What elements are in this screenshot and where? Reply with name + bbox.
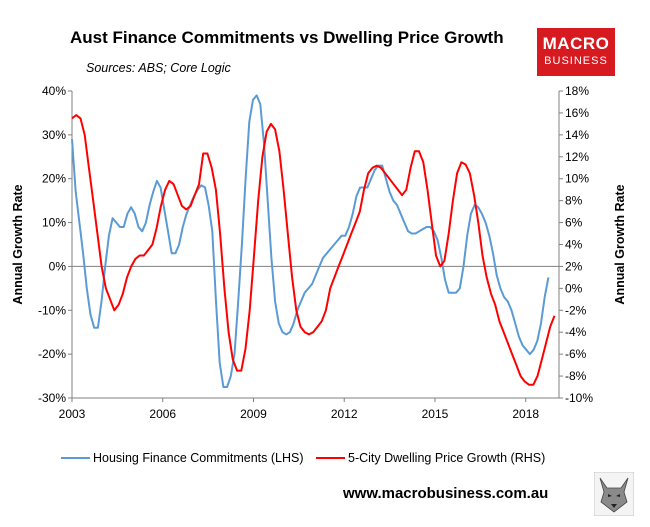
- right-axis-title: Annual Growth Rate: [613, 184, 627, 304]
- right-tick-label: -2%: [565, 303, 587, 317]
- right-tick-label: -6%: [565, 347, 587, 361]
- right-tick-label: 14%: [565, 128, 589, 142]
- left-tick-label: 20%: [42, 172, 66, 186]
- macrobusiness-logo: MACRO BUSINESS: [537, 28, 615, 76]
- x-tick-label: 2009: [240, 407, 267, 421]
- left-tick-label: 10%: [42, 216, 66, 230]
- legend-label-housing-finance: Housing Finance Commitments (LHS): [93, 451, 304, 465]
- x-tick-label: 2018: [512, 407, 539, 421]
- plot-area: [71, 91, 560, 399]
- series-lines: [71, 94, 556, 388]
- footer-url: www.macrobusiness.com.au: [343, 485, 549, 502]
- left-tick-label: 0%: [49, 259, 67, 273]
- right-tick-label: 8%: [565, 194, 583, 208]
- right-tick-label: 12%: [565, 150, 589, 164]
- x-tick-label: 2006: [149, 407, 176, 421]
- left-axis-ticks: 40% 30% 20% 10% 0% -10% -20% -30%: [38, 84, 72, 405]
- left-tick-label: 40%: [42, 84, 66, 98]
- right-tick-label: -10%: [565, 391, 593, 405]
- right-tick-label: 18%: [565, 84, 589, 98]
- right-tick-label: 0%: [565, 281, 583, 295]
- chart-legend: Housing Finance Commitments (LHS) 5-City…: [61, 451, 545, 465]
- right-tick-label: -8%: [565, 369, 587, 383]
- left-tick-label: -20%: [38, 347, 66, 361]
- series-line-housing-finance: [71, 94, 550, 388]
- x-tick-label: 2012: [331, 407, 358, 421]
- chart-subtitle: Sources: ABS; Core Logic: [86, 61, 231, 75]
- x-axis-ticks: 2003 2006 2009 2012 2015 2018: [59, 398, 539, 421]
- logo-line-2: BUSINESS: [544, 55, 608, 67]
- right-axis-ticks: 18% 16% 14% 12% 10% 8% 6% 4% 2% 0% -2% -4% -6% -8% -10…: [559, 84, 593, 405]
- chart-title: Aust Finance Commitments vs Dwelling Pri…: [70, 28, 504, 47]
- legend-label-dwelling-price: 5-City Dwelling Price Growth (RHS): [348, 451, 545, 465]
- right-tick-label: 4%: [565, 238, 583, 252]
- right-tick-label: 6%: [565, 216, 583, 230]
- wolf-logo-icon: [594, 472, 634, 516]
- left-tick-label: 30%: [42, 128, 66, 142]
- left-axis-title: Annual Growth Rate: [11, 184, 25, 304]
- right-tick-label: 10%: [565, 172, 589, 186]
- right-tick-label: 16%: [565, 106, 589, 120]
- right-tick-label: 2%: [565, 259, 583, 273]
- right-tick-label: -4%: [565, 325, 587, 339]
- x-tick-label: 2015: [422, 407, 449, 421]
- series-line-dwelling-price: [71, 114, 556, 386]
- x-tick-label: 2003: [59, 407, 86, 421]
- left-tick-label: -10%: [38, 303, 66, 317]
- logo-line-1: MACRO: [542, 34, 610, 53]
- left-tick-label: -30%: [38, 391, 66, 405]
